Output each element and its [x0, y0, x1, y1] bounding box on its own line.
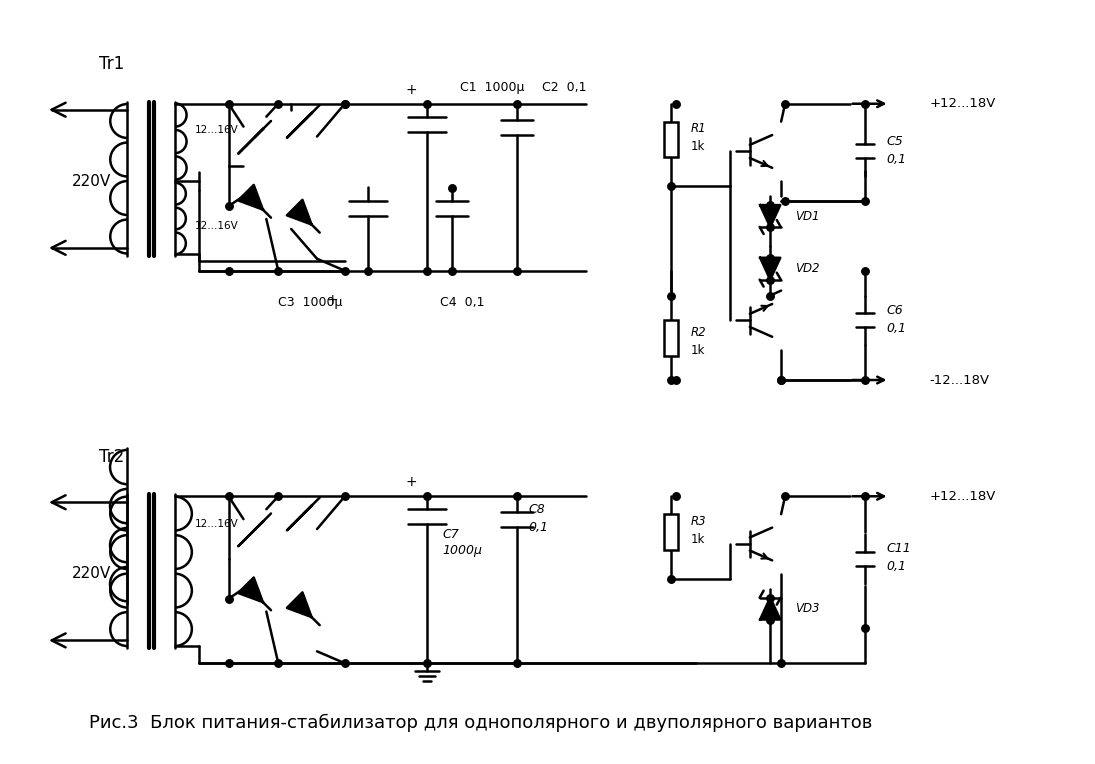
- Polygon shape: [287, 506, 312, 530]
- Text: 220V: 220V: [71, 566, 111, 581]
- Text: +12...18V: +12...18V: [930, 97, 995, 110]
- Bar: [664, 121, 678, 157]
- Text: R2: R2: [691, 325, 706, 338]
- Text: 0,1: 0,1: [887, 560, 907, 573]
- Text: VD1: VD1: [795, 209, 819, 222]
- Text: Рис.3  Блок питания-стабилизатор для однополярного и двуполярного вариантов: Рис.3 Блок питания-стабилизатор для одно…: [90, 714, 873, 732]
- Polygon shape: [287, 113, 312, 138]
- Text: C5: C5: [887, 135, 903, 148]
- Text: +: +: [406, 475, 417, 490]
- Text: 1000μ: 1000μ: [442, 545, 482, 558]
- Text: +: +: [326, 293, 338, 306]
- Text: 12...16V: 12...16V: [195, 221, 239, 231]
- Text: C4  0,1: C4 0,1: [440, 296, 484, 309]
- Text: +12...18V: +12...18V: [930, 490, 995, 503]
- Text: C8: C8: [529, 503, 545, 516]
- Polygon shape: [760, 205, 781, 227]
- Text: C3  1000μ: C3 1000μ: [278, 296, 343, 309]
- Text: 1k: 1k: [691, 533, 705, 545]
- Text: 1k: 1k: [691, 344, 705, 357]
- Text: 220V: 220V: [71, 173, 111, 189]
- Polygon shape: [239, 129, 263, 154]
- Text: -12...18V: -12...18V: [930, 374, 989, 387]
- Text: C11: C11: [887, 542, 911, 555]
- Text: 1k: 1k: [691, 140, 705, 153]
- Text: R3: R3: [691, 515, 706, 528]
- Text: Tr2: Tr2: [99, 448, 124, 465]
- Text: Tr1: Tr1: [99, 55, 124, 73]
- Polygon shape: [760, 597, 781, 620]
- Bar: [664, 514, 678, 550]
- Text: 12...16V: 12...16V: [195, 519, 239, 529]
- Bar: [664, 320, 678, 356]
- Text: C7: C7: [442, 528, 459, 541]
- Polygon shape: [239, 185, 263, 209]
- Polygon shape: [239, 522, 263, 546]
- Text: 12...16V: 12...16V: [195, 125, 239, 134]
- Text: 0,1: 0,1: [887, 322, 907, 335]
- Text: VD2: VD2: [795, 262, 819, 275]
- Polygon shape: [287, 592, 312, 617]
- Text: 0,1: 0,1: [887, 153, 907, 166]
- Text: 0,1: 0,1: [529, 520, 549, 533]
- Polygon shape: [760, 257, 781, 280]
- Text: R1: R1: [691, 122, 706, 135]
- Text: VD3: VD3: [795, 602, 819, 615]
- Polygon shape: [239, 578, 263, 602]
- Polygon shape: [287, 200, 312, 225]
- Text: C1  1000μ: C1 1000μ: [460, 81, 525, 94]
- Text: +: +: [406, 83, 417, 97]
- Text: C2  0,1: C2 0,1: [542, 81, 586, 94]
- Text: C6: C6: [887, 304, 903, 317]
